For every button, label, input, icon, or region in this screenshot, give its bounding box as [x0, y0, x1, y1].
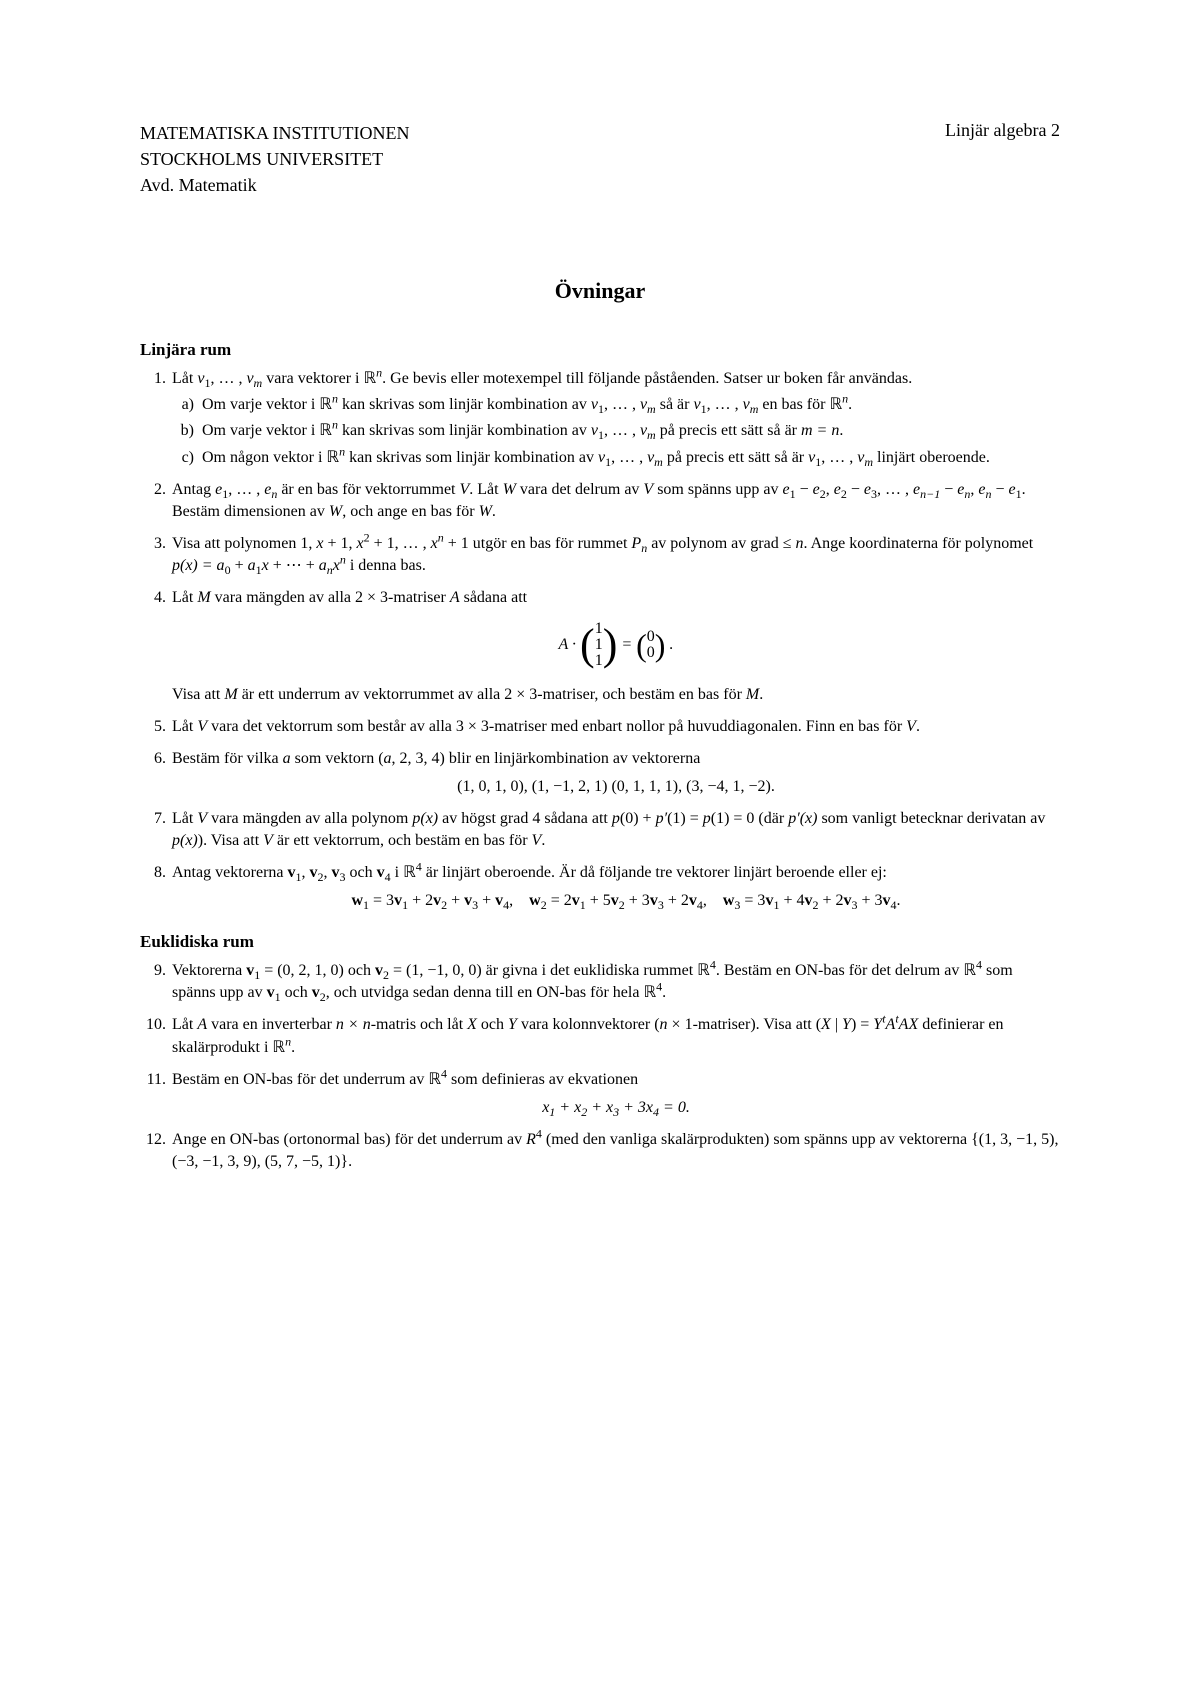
header-left: MATEMATISKA INSTITUTIONEN STOCKHOLMS UNI… [140, 120, 409, 198]
problem-list-section-1: Låt v1, … , vm vara vektorer i ℝn. Ge be… [140, 368, 1060, 912]
institution-line-1: MATEMATISKA INSTITUTIONEN [140, 120, 409, 146]
sublabel-c: c) [172, 447, 194, 469]
section-heading-euclidean-spaces: Euklidiska rum [140, 932, 1060, 952]
problem-7-text: Låt V vara mängden av alla polynom p(x) … [172, 810, 1045, 849]
problem-12-text: Ange en ON-bas (ortonormal bas) för det … [172, 1131, 1058, 1170]
problem-list-section-2: Vektorerna v1 = (0, 2, 1, 0) och v2 = (1… [140, 960, 1060, 1173]
problem-7: Låt V vara mängden av alla polynom p(x) … [140, 808, 1060, 852]
problem-1b-text: Om varje vektor i ℝn kan skrivas som lin… [202, 422, 843, 439]
document-title: Övningar [140, 278, 1060, 304]
problem-1-text: Låt v1, … , vm vara vektorer i ℝn. Ge be… [172, 370, 912, 387]
problem-5: Låt V vara det vektorrum som består av a… [140, 716, 1060, 738]
problem-1-subitems: a) Om varje vektor i ℝn kan skrivas som … [172, 394, 1060, 468]
department-line: Avd. Matematik [140, 172, 409, 198]
problem-6-display: (1, 0, 1, 0), (1, −1, 2, 1) (0, 1, 1, 1)… [172, 776, 1060, 798]
problem-4-after: Visa att M är ett underrum av vektorrumm… [172, 686, 763, 703]
problem-8-display: w1 = 3v1 + 2v2 + v3 + v4, w2 = 2v1 + 5v2… [172, 890, 1060, 912]
institution-line-2: STOCKHOLMS UNIVERSITET [140, 146, 409, 172]
problem-6: Bestäm för vilka a som vektorn (a, 2, 3,… [140, 748, 1060, 798]
problem-3: Visa att polynomen 1, x + 1, x2 + 1, … ,… [140, 533, 1060, 577]
problem-8: Antag vektorerna v1, v2, v3 och v4 i ℝ4 … [140, 862, 1060, 912]
problem-4-display: A · (111) = (00) . [172, 615, 1060, 676]
problem-12: Ange en ON-bas (ortonormal bas) för det … [140, 1129, 1060, 1173]
document-header: MATEMATISKA INSTITUTIONEN STOCKHOLMS UNI… [140, 120, 1060, 198]
problem-10: Låt A vara en inverterbar n × n-matris o… [140, 1014, 1060, 1058]
problem-11-text: Bestäm en ON-bas för det underrum av ℝ4 … [172, 1071, 638, 1088]
problem-1b: b) Om varje vektor i ℝn kan skrivas som … [172, 420, 1060, 442]
problem-4: Låt M vara mängden av alla 2 × 3-matrise… [140, 587, 1060, 706]
problem-1a: a) Om varje vektor i ℝn kan skrivas som … [172, 394, 1060, 416]
sublabel-a: a) [172, 394, 194, 416]
problem-11-display: x1 + x2 + x3 + 3x4 = 0. [172, 1097, 1060, 1119]
problem-8-text: Antag vektorerna v1, v2, v3 och v4 i ℝ4 … [172, 864, 887, 881]
problem-6-text: Bestäm för vilka a som vektorn (a, 2, 3,… [172, 750, 700, 767]
problem-3-text: Visa att polynomen 1, x + 1, x2 + 1, … ,… [172, 535, 1033, 574]
sublabel-b: b) [172, 420, 194, 442]
problem-1a-text: Om varje vektor i ℝn kan skrivas som lin… [202, 396, 852, 413]
problem-1c-text: Om någon vektor i ℝn kan skrivas som lin… [202, 449, 990, 466]
section-heading-linear-spaces: Linjära rum [140, 340, 1060, 360]
problem-1c: c) Om någon vektor i ℝn kan skrivas som … [172, 447, 1060, 469]
course-name: Linjär algebra 2 [945, 120, 1060, 198]
problem-10-text: Låt A vara en inverterbar n × n-matris o… [172, 1016, 1004, 1055]
problem-9: Vektorerna v1 = (0, 2, 1, 0) och v2 = (1… [140, 960, 1060, 1004]
document-page: MATEMATISKA INSTITUTIONEN STOCKHOLMS UNI… [0, 0, 1200, 1698]
problem-5-text: Låt V vara det vektorrum som består av a… [172, 718, 920, 735]
problem-9-text: Vektorerna v1 = (0, 2, 1, 0) och v2 = (1… [172, 962, 1013, 1001]
problem-2: Antag e1, … , en är en bas för vektorrum… [140, 479, 1060, 523]
problem-11: Bestäm en ON-bas för det underrum av ℝ4 … [140, 1069, 1060, 1119]
problem-1: Låt v1, … , vm vara vektorer i ℝn. Ge be… [140, 368, 1060, 468]
problem-4-text: Låt M vara mängden av alla 2 × 3-matrise… [172, 589, 527, 606]
problem-2-text: Antag e1, … , en är en bas för vektorrum… [172, 481, 1026, 520]
